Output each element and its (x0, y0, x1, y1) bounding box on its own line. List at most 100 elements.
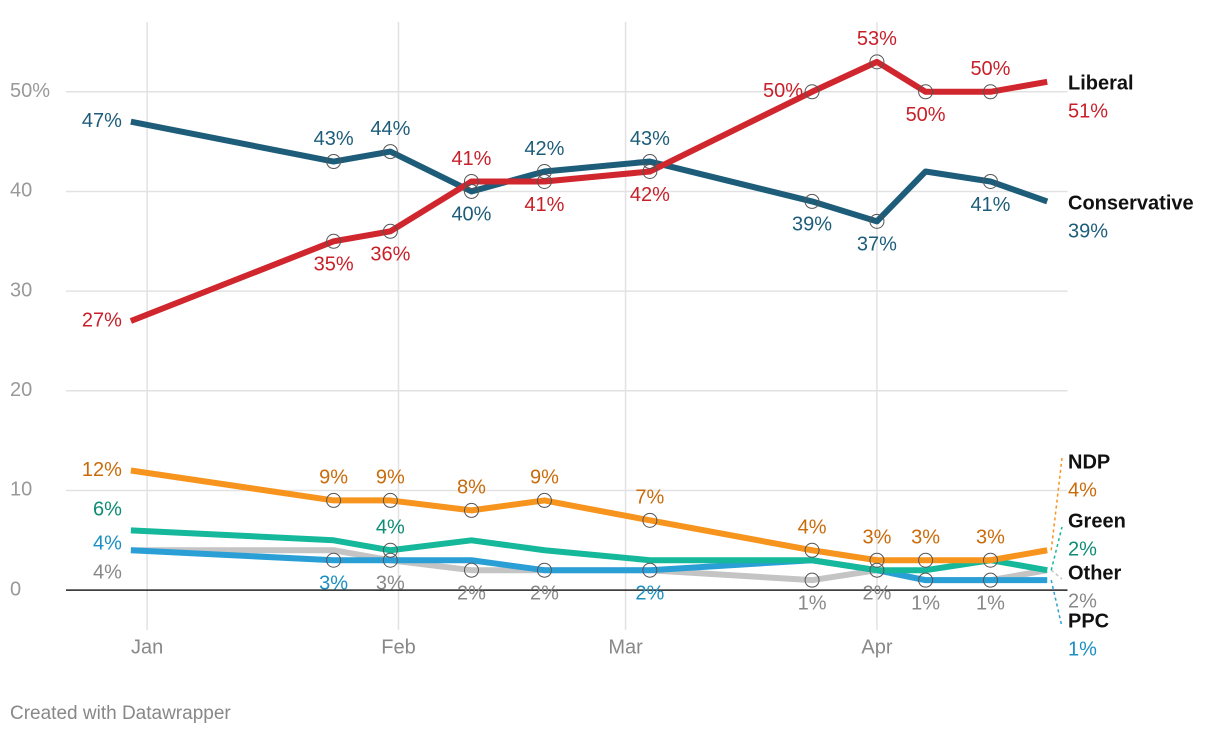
data-label: 2% (1068, 590, 1097, 612)
data-label: 40% (451, 204, 491, 226)
point-marker (804, 572, 820, 588)
legend-label: Conservative (1068, 192, 1194, 214)
legend-label: NDP (1068, 451, 1110, 473)
point-marker (536, 492, 552, 508)
point-marker (463, 183, 479, 199)
legend-label: PPC (1068, 610, 1109, 632)
data-label: 41% (451, 148, 491, 170)
data-label: 3% (862, 527, 891, 549)
x-tick-label: Apr (861, 636, 892, 658)
point-marker (982, 552, 998, 568)
point-marker (326, 552, 342, 568)
x-tick-label: Jan (131, 636, 163, 658)
data-label: 2% (457, 582, 486, 604)
point-marker (382, 144, 398, 160)
data-label: 53% (857, 28, 897, 50)
data-label: 43% (314, 128, 354, 150)
y-tick-label: 40 (10, 180, 32, 202)
point-marker (382, 542, 398, 558)
y-tick-label: 10 (10, 479, 32, 501)
data-label: 37% (857, 234, 897, 256)
data-label: 12% (82, 459, 122, 481)
data-label: 3% (319, 573, 348, 595)
y-tick-label: 30 (10, 279, 32, 301)
data-label: 3% (911, 527, 940, 549)
data-label: 7% (635, 487, 664, 509)
data-label: 4% (376, 517, 405, 539)
point-marker (642, 562, 658, 578)
data-label: 43% (630, 128, 670, 150)
point-marker (804, 542, 820, 558)
legend-label: Other (1068, 562, 1122, 584)
y-tick-label: 0 (10, 578, 21, 600)
point-marker (463, 173, 479, 189)
x-tick-label: Feb (381, 636, 415, 658)
point-marker (869, 552, 885, 568)
point-marker (869, 562, 885, 578)
data-label: 50% (906, 104, 946, 126)
point-marker (536, 164, 552, 180)
point-marker (326, 492, 342, 508)
point-marker (326, 233, 342, 249)
series-line (130, 118, 1049, 225)
point-marker (918, 572, 934, 588)
data-label: 3% (976, 527, 1005, 549)
point-marker (642, 154, 658, 170)
data-label: 41% (970, 194, 1010, 216)
leader-line (1050, 457, 1063, 551)
legend-label: Liberal (1068, 72, 1134, 94)
data-label: 4% (1068, 479, 1097, 501)
data-label: 4% (93, 533, 122, 555)
data-label: 42% (630, 184, 670, 206)
data-label: 27% (82, 309, 122, 331)
series-line (130, 527, 1048, 574)
point-marker (536, 562, 552, 578)
data-label: 36% (370, 244, 410, 266)
leader-line (1050, 526, 1063, 571)
data-label: 41% (524, 194, 564, 216)
point-marker (382, 492, 398, 508)
data-label: 50% (970, 58, 1010, 80)
point-marker (982, 572, 998, 588)
x-tick-label: Mar (608, 636, 643, 658)
data-label: 1% (798, 592, 827, 614)
point-marker (463, 502, 479, 518)
data-label: 51% (1068, 100, 1108, 122)
data-label: 4% (93, 562, 122, 584)
point-marker (804, 84, 820, 100)
data-label: 1% (976, 592, 1005, 614)
point-marker (382, 223, 398, 239)
data-label: 2% (862, 582, 891, 604)
data-label: 39% (1068, 220, 1108, 242)
footer: Created with Datawrapper (10, 703, 231, 724)
point-marker (918, 552, 934, 568)
leader-line (1050, 569, 1063, 580)
data-label: 47% (82, 110, 122, 132)
point-marker (326, 154, 342, 170)
data-label: 2% (530, 582, 559, 604)
data-label: 9% (376, 467, 405, 489)
data-label: 4% (798, 517, 827, 539)
data-label: 39% (792, 214, 832, 236)
point-marker (804, 193, 820, 209)
point-marker (382, 552, 398, 568)
point-marker (918, 84, 934, 100)
data-label: 42% (524, 138, 564, 160)
y-tick-label: 50% (10, 80, 50, 102)
data-label: 1% (1068, 638, 1097, 660)
point-marker (642, 512, 658, 528)
data-label: 9% (319, 467, 348, 489)
point-marker (982, 173, 998, 189)
data-label: 3% (376, 573, 405, 595)
point-marker (536, 173, 552, 189)
legend-label: Green (1068, 510, 1126, 532)
data-label: 1% (911, 592, 940, 614)
series-line (130, 547, 1048, 584)
data-label: 2% (635, 582, 664, 604)
point-marker (642, 164, 658, 180)
data-label: 44% (370, 118, 410, 140)
data-label: 8% (457, 477, 486, 499)
data-label: 50% (763, 80, 803, 102)
y-tick-label: 20 (10, 379, 32, 401)
